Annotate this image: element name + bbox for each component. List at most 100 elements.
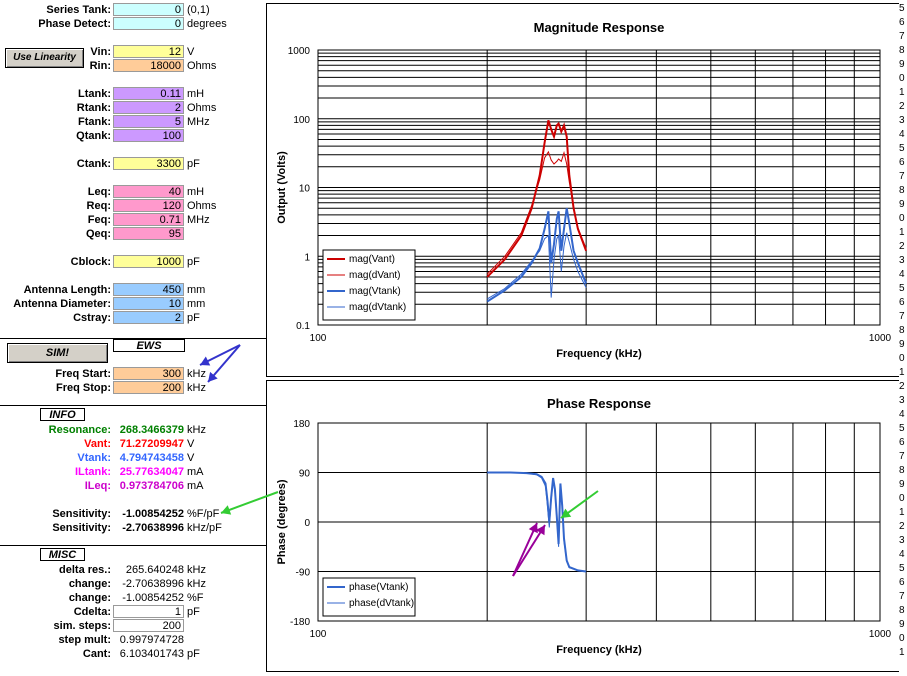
row-number: 5 [899, 563, 905, 574]
unit-label: kHz [187, 382, 206, 394]
unit-label: degrees [187, 18, 227, 30]
value-cell[interactable]: 100 [113, 129, 184, 142]
sheet-row: Series Tank: 0 (0,1) [0, 3, 266, 17]
value-cell[interactable]: 18000 [113, 59, 184, 72]
row-label: change: [68, 578, 111, 590]
row-label: Req: [86, 200, 111, 212]
sim-button[interactable]: SIM! [7, 343, 108, 363]
row-number: 2 [899, 101, 905, 112]
row-label: Antenna Length: [23, 284, 111, 296]
row-number: 5 [899, 283, 905, 294]
row-label: Antenna Diameter: [13, 298, 111, 310]
row-label: ILeq: [84, 480, 111, 492]
legend-entry: mag(Vtank) [349, 286, 401, 297]
magnitude-chart: 0.1 1 10 100 1000 100 1000 Magnitude Response Fr… [266, 3, 901, 377]
unit-label: kHz [187, 578, 206, 590]
row-number: 9 [899, 59, 905, 70]
row-number-strip: 5 6 7 8 9 0 1 2 3 4 5 6 7 8 9 0 1 2 3 4 5 6 7 8 9 0 1 2 3 4 5 6 7 8 9 0 1 2 3 4… [899, 0, 907, 676]
row-number: 4 [899, 409, 905, 420]
row-number: 6 [899, 437, 905, 448]
sheet-row: step mult: 0.997974728 [0, 633, 266, 647]
row-label: Feq: [87, 214, 111, 226]
unit-label: pF [187, 158, 200, 170]
legend-entry: mag(dVtank) [349, 302, 406, 313]
misc-label: MISC [40, 548, 85, 561]
value-cell[interactable]: 10 [113, 297, 184, 310]
row-number: 7 [899, 171, 905, 182]
row-number: 4 [899, 269, 905, 280]
y-tick-label: 100 [293, 115, 310, 126]
value-cell[interactable]: 0 [113, 3, 184, 16]
sheet-row: Qeq: 95 [0, 227, 266, 241]
sheet-row: Vin: 12 V [0, 45, 266, 59]
value-cell[interactable]: 3300 [113, 157, 184, 170]
row-number: 0 [899, 633, 905, 644]
legend-box [322, 249, 416, 321]
row-number: 5 [899, 423, 905, 434]
value-cell[interactable]: 1000 [113, 255, 184, 268]
row-number: 0 [899, 493, 905, 504]
sheet-row: Qtank: 100 [0, 129, 266, 143]
row-number: 9 [899, 339, 905, 350]
row-number: 1 [899, 367, 905, 378]
row-number: 8 [899, 185, 905, 196]
unit-label: mH [187, 88, 205, 100]
y-tick-label: 0 [304, 518, 310, 529]
x-axis-label: Frequency (kHz) [556, 348, 642, 360]
value-cell[interactable]: 1 [113, 605, 184, 618]
row-number: 4 [899, 549, 905, 560]
row-label: Cblock: [70, 256, 111, 268]
row-number: 0 [899, 213, 905, 224]
row-number: 6 [899, 577, 905, 588]
value-cell[interactable]: 300 [113, 367, 184, 380]
sheet-row: change: -2.70638996 kHz [0, 577, 266, 591]
row-label: Leq: [87, 186, 111, 198]
row-number: 5 [899, 3, 905, 14]
row-label: Vin: [90, 46, 111, 58]
section-divider [0, 545, 266, 546]
row-number: 7 [899, 31, 905, 42]
value-cell[interactable]: 5 [113, 115, 184, 128]
row-label: Freq Stop: [56, 382, 111, 394]
row-number: 3 [899, 255, 905, 266]
y-tick-label: 180 [293, 419, 310, 430]
row-number: 4 [899, 129, 905, 140]
value-text: -2.70638996 [122, 522, 184, 534]
value-cell[interactable]: 0 [113, 17, 184, 30]
unit-label: mA [187, 466, 204, 478]
unit-label: V [187, 46, 195, 58]
magnitude-chart-svg: 0.1 1 10 100 1000 100 1000 Magnitude Response Fr… [276, 20, 892, 360]
row-number: 6 [899, 157, 905, 168]
value-cell[interactable]: 0.11 [113, 87, 184, 100]
x-tick-label: 1000 [869, 333, 892, 344]
value-cell[interactable]: 95 [113, 227, 184, 240]
row-number: 1 [899, 227, 905, 238]
unit-label: mm [187, 284, 206, 296]
chart-title: Phase Response [547, 396, 651, 411]
unit-label: %F [187, 592, 204, 604]
row-label: Resonance: [48, 424, 111, 436]
value-cell[interactable]: 450 [113, 283, 184, 296]
sheet-row: Sensitivity: -1.00854252 %F/pF [0, 507, 266, 521]
value-cell[interactable]: 40 [113, 185, 184, 198]
value-cell[interactable]: 0.71 [113, 213, 184, 226]
y-tick-label: 90 [299, 469, 311, 480]
value-cell[interactable]: 200 [113, 619, 184, 632]
row-number: 9 [899, 479, 905, 490]
use-linearity-button[interactable]: Use Linearity [5, 48, 84, 68]
value-cell[interactable]: 200 [113, 381, 184, 394]
value-cell[interactable]: 2 [113, 311, 184, 324]
sheet-row: Phase Detect: 0 degrees [0, 17, 266, 31]
unit-label: mm [187, 298, 206, 310]
row-number: 0 [899, 353, 905, 364]
row-label: Ftank: [78, 116, 111, 128]
value-cell[interactable]: 2 [113, 101, 184, 114]
sheet-row: Cblock: 1000 pF [0, 255, 266, 269]
sheet-row: Ltank: 0.11 mH [0, 87, 266, 101]
x-tick-label: 100 [310, 629, 327, 640]
row-number: 0 [899, 73, 905, 84]
value-cell[interactable]: 120 [113, 199, 184, 212]
row-label: Vtank: [77, 452, 111, 464]
sheet-row: change: -1.00854252 %F [0, 591, 266, 605]
value-cell[interactable]: 12 [113, 45, 184, 58]
